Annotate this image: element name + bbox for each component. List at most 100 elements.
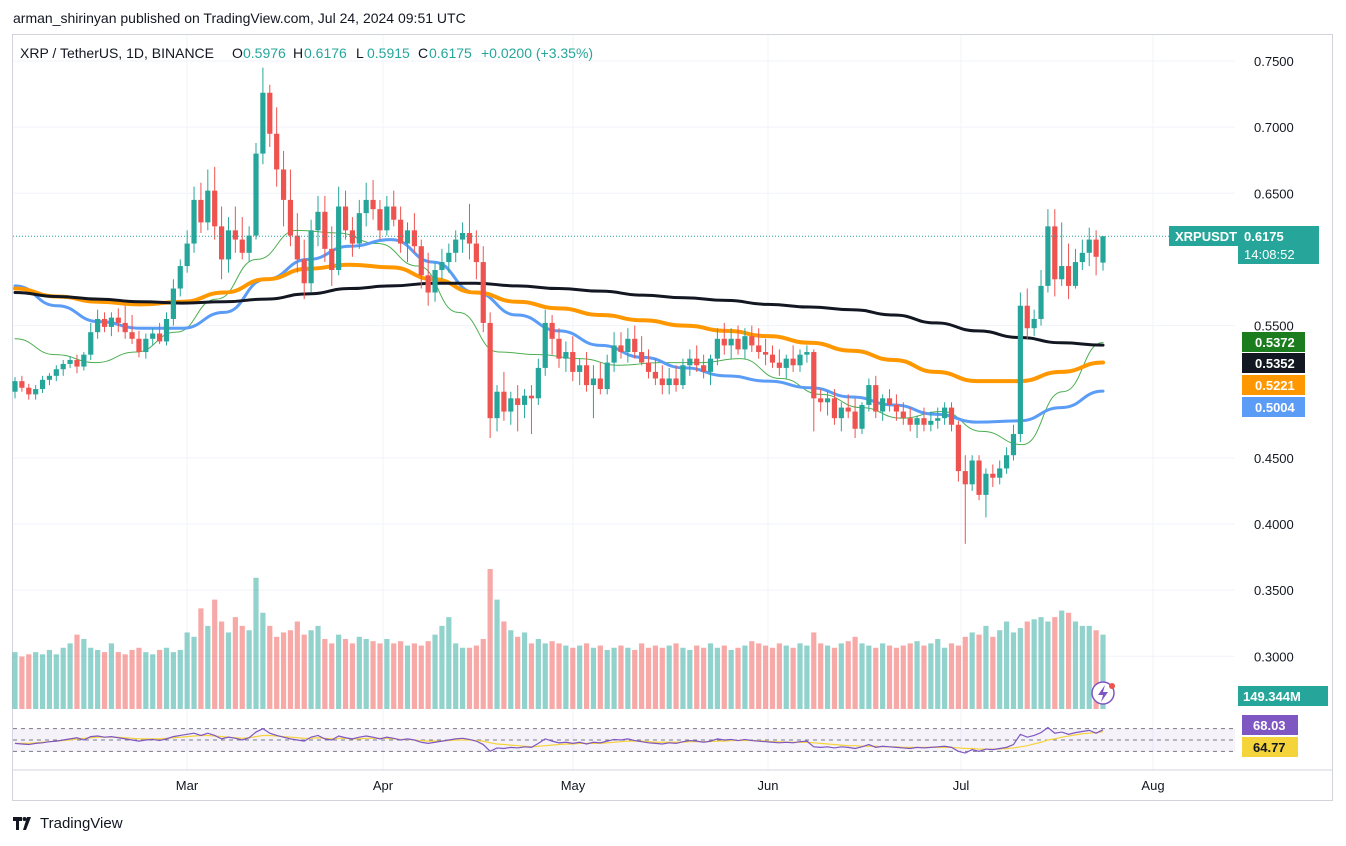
candle-body bbox=[108, 317, 115, 327]
rsi-ma-tag bbox=[1242, 737, 1298, 757]
candle-body bbox=[556, 338, 562, 359]
volume-bar bbox=[590, 647, 597, 709]
notification-dot bbox=[1109, 683, 1115, 689]
volume-bar bbox=[990, 636, 996, 709]
candle-body bbox=[191, 199, 197, 244]
ma-price-tag bbox=[1242, 332, 1305, 352]
volume-bar bbox=[639, 643, 645, 709]
candle-body bbox=[246, 235, 252, 253]
ma-green-line bbox=[14, 229, 1104, 446]
candle-body bbox=[762, 352, 769, 355]
rsi-tag bbox=[1242, 715, 1298, 735]
volume-bar bbox=[349, 643, 356, 709]
volume-bar bbox=[377, 643, 383, 709]
candle-body bbox=[494, 391, 500, 419]
volume-bar bbox=[150, 654, 156, 709]
candle-body bbox=[39, 379, 46, 390]
volume-bar bbox=[329, 643, 335, 709]
candle-body bbox=[370, 199, 376, 210]
candle-body bbox=[33, 389, 39, 395]
ma-price-tag-value: 0.5221 bbox=[1255, 378, 1295, 393]
rsi-line bbox=[14, 726, 1104, 754]
ohlc-value: 0.6175 bbox=[429, 45, 472, 61]
volume-bar bbox=[811, 632, 817, 709]
candle-body bbox=[101, 318, 108, 327]
volume-bar bbox=[790, 647, 796, 709]
volume-bar bbox=[342, 639, 349, 709]
candle-body bbox=[480, 262, 486, 323]
candle-body bbox=[81, 354, 87, 367]
candle-body bbox=[680, 365, 686, 386]
candle-body bbox=[859, 404, 865, 429]
candle-body bbox=[508, 398, 514, 412]
volume-bar bbox=[232, 617, 238, 709]
candle-body bbox=[728, 338, 734, 346]
candle-body bbox=[1038, 285, 1044, 319]
candle-body bbox=[1079, 252, 1085, 263]
x-tick-label: Mar bbox=[176, 778, 199, 793]
candle-body bbox=[942, 407, 948, 419]
tradingview-logo-icon bbox=[13, 817, 31, 830]
volume-bar bbox=[804, 645, 810, 709]
volume-bar bbox=[446, 617, 452, 709]
candle-body bbox=[769, 354, 776, 363]
candle-body bbox=[53, 369, 59, 376]
volume-bar bbox=[308, 630, 314, 709]
candle-body bbox=[157, 333, 163, 342]
volume-bar bbox=[12, 652, 18, 709]
volume-bar bbox=[356, 636, 362, 709]
candle-body bbox=[659, 378, 665, 386]
candle-body bbox=[790, 358, 796, 366]
volume-tag bbox=[1238, 686, 1328, 706]
volume-bar bbox=[563, 645, 569, 709]
volume-bar bbox=[652, 645, 659, 709]
candle-body bbox=[349, 230, 356, 244]
volume-bar bbox=[391, 643, 397, 709]
candle-body bbox=[625, 338, 631, 353]
candle-body bbox=[811, 352, 817, 399]
volume-bar bbox=[880, 643, 886, 709]
ohlc-value: 0.5976 bbox=[243, 45, 286, 61]
candle-body bbox=[804, 352, 810, 355]
candle-body bbox=[1031, 318, 1037, 329]
candle-body bbox=[948, 407, 955, 425]
candle-body bbox=[1065, 266, 1072, 286]
volume-bar bbox=[384, 639, 390, 709]
tradingview-logo[interactable]: TradingView bbox=[13, 815, 123, 832]
candle-body bbox=[459, 232, 466, 240]
volume-bar bbox=[418, 645, 424, 709]
volume-bar bbox=[33, 652, 39, 709]
candle-body bbox=[563, 352, 569, 359]
volume-bar bbox=[728, 649, 734, 709]
volume-bar bbox=[1059, 610, 1065, 709]
candle-body bbox=[336, 206, 342, 271]
volume-bar bbox=[184, 632, 190, 709]
candle-body bbox=[67, 359, 73, 364]
candle-body bbox=[701, 365, 707, 372]
candle-body bbox=[597, 378, 603, 390]
volume-bar bbox=[618, 645, 624, 709]
candle-body bbox=[714, 338, 720, 359]
volume-bar bbox=[411, 643, 417, 709]
candle-body bbox=[432, 270, 438, 293]
y-tick-label: 0.3000 bbox=[1254, 649, 1294, 664]
volume-bar bbox=[928, 643, 934, 709]
volume-bar bbox=[948, 643, 955, 709]
y-tick-label: 0.4500 bbox=[1254, 451, 1294, 466]
candle-body bbox=[749, 336, 755, 346]
symbol-tag-text: XRPUSDT bbox=[1175, 229, 1237, 244]
ma-price-tag bbox=[1242, 353, 1305, 373]
volume-bar bbox=[19, 656, 25, 709]
candle-body bbox=[404, 230, 411, 244]
volume-bar bbox=[521, 632, 528, 709]
volume-bar bbox=[287, 630, 294, 709]
candle-body bbox=[549, 322, 555, 339]
candle-body bbox=[914, 418, 920, 425]
volume-bar bbox=[818, 643, 824, 709]
brand-name: TradingView bbox=[40, 815, 123, 832]
volume-bar bbox=[611, 647, 617, 709]
lightning-icon bbox=[1098, 685, 1108, 702]
candle-body bbox=[735, 338, 741, 350]
volume-bar bbox=[370, 641, 376, 709]
